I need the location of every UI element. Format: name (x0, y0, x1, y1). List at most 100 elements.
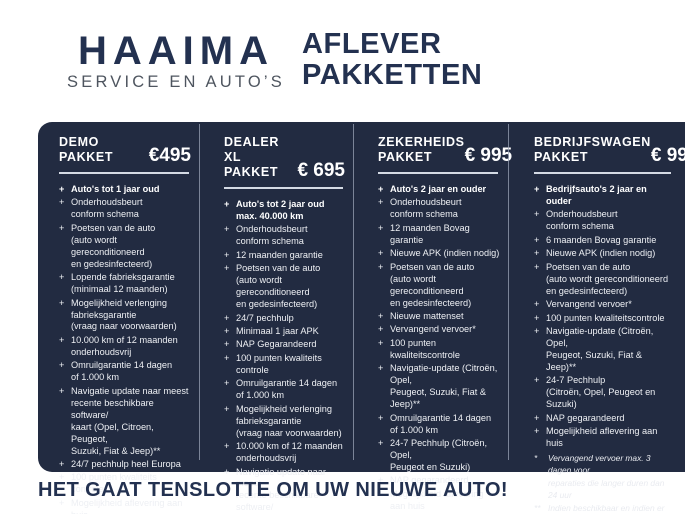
feature-text: Omruilgarantie 14 dagen of 1.000 km (390, 412, 492, 435)
plus-icon: + (59, 184, 65, 194)
feature-item: + Nieuwe APK (indien nodig) (378, 248, 500, 260)
feature-text: NAP Gegarandeerd (236, 339, 317, 350)
feature-item: + Mogelijkheid verlenging fabrieksgaranti… (59, 298, 191, 334)
feature-item: + NAP gegarandeerd (534, 413, 673, 425)
package-name: BEDRIJFSWAGEN PAKKET (534, 135, 651, 164)
feature-text: 24-7 Pechhulp (Citroën, Opel, Peugeot en… (546, 375, 656, 410)
feature-item: +100 punten kwaliteits controle (59, 472, 191, 496)
plus-icon: + (59, 222, 65, 233)
page-title-line2: PAKKETTEN (302, 59, 483, 92)
feature-text: Omruilgarantie 14 dagen of 1.000 km (236, 378, 338, 401)
feature-item: +100 punten kwaliteitscontrole (534, 313, 673, 325)
feature-item: + Auto's tot 1 jaar oud (59, 184, 191, 196)
plus-icon: + (378, 488, 384, 499)
feature-item: + Onderhoudsbeurt conform schema (224, 224, 345, 248)
plus-icon: + (224, 339, 230, 350)
plus-icon: + (378, 363, 384, 374)
feature-text: Minimaal 1 jaar APK (236, 326, 319, 337)
footnote-marker: ** (534, 502, 541, 513)
feature-item: + Auto's 2 jaar en ouder (378, 184, 500, 196)
plus-icon: + (59, 360, 65, 371)
column-divider (199, 124, 200, 460)
package-price: €495 (148, 145, 191, 166)
feature-text: Poetsen van de auto (auto wordt gerecond… (546, 261, 669, 296)
plus-icon: + (534, 261, 540, 272)
package-column-dealer-xl: DEALER XL PAKKET € 695 + Auto's tot 2 jaar … (199, 122, 353, 512)
feature-item: + Omruilgarantie 14 dagen of 1.000 km (224, 378, 345, 402)
feature-item: +10.000 km of 12 maanden onderhoudsvrij (59, 335, 191, 359)
feature-text: Vervangend vervoer* (390, 324, 476, 335)
feature-item: + Nieuwe APK (indien nodig) (534, 248, 673, 260)
feature-item: + Onderhoudsbeurt conform schema (534, 209, 673, 233)
brand-subtitle: SERVICE EN AUTO’S (67, 73, 285, 91)
feature-text: Onderhoudsbeurt conform schema (546, 209, 618, 232)
feature-list: + Auto's tot 2 jaar oud max. 40.000 km + On… (224, 199, 345, 514)
package-price: € 995 (650, 145, 685, 166)
package-column-bedrijfswagen: BEDRIJFSWAGEN PAKKET€ 995 + Bedrijfsauto's… (508, 122, 685, 513)
feature-list: + Auto's tot 1 jaar oud + Onderhoudsbeurt c… (59, 184, 191, 514)
feature-item: + Vervangend vervoer* (534, 299, 673, 311)
feature-item: + Nieuwe mattenset (378, 311, 500, 323)
package-column-zekerheids: ZEKERHEIDS PAKKET € 995 + Auto's 2 jaar en … (353, 122, 512, 511)
header-underline (534, 172, 671, 174)
plus-icon: + (59, 197, 65, 208)
feature-item: + Poetsen van de auto (auto wordt gerecon… (534, 262, 673, 298)
footnote-marker: * (534, 452, 538, 463)
feature-item: +24/7 pechhulp heel Europa (59, 459, 191, 471)
package-price: € 995 (464, 145, 513, 166)
feature-item: + Navigatie update naar meest recente bes… (59, 386, 191, 458)
feature-item: +12 maanden garantie (224, 250, 345, 262)
feature-item: + Bedrijfsauto's 2 jaar en ouder (534, 184, 673, 208)
feature-text: 6 maanden Bovag garantie (546, 234, 657, 245)
feature-item: + Mogelijkheid aflevering aan huis (534, 426, 673, 450)
footnote: ** Indien beschikbaar en indien er naviga… (534, 502, 673, 514)
package-name: ZEKERHEIDS PAKKET (378, 135, 465, 164)
plus-icon: + (59, 297, 65, 308)
plus-icon: + (224, 326, 230, 337)
plus-icon: + (378, 222, 384, 233)
package-header: BEDRIJFSWAGEN PAKKET€ 995 (534, 135, 685, 165)
feature-text: Lopende fabrieksgarantie (minimaal 12 ma… (71, 272, 175, 295)
feature-text: Mogelijkheid verlenging fabrieksgarantie… (71, 297, 177, 332)
plus-icon: + (534, 299, 540, 310)
plus-icon: + (378, 324, 384, 335)
header-underline (378, 172, 498, 174)
plus-icon: + (224, 312, 230, 323)
plus-icon: + (224, 466, 230, 477)
feature-text: Nieuwe mattenset (390, 311, 464, 322)
package-price: € 695 (297, 160, 345, 181)
plus-icon: + (378, 337, 384, 348)
plus-icon: + (59, 458, 65, 469)
feature-text: 12 maanden garantie (236, 249, 323, 260)
feature-text: Auto's 2 jaar en ouder (390, 184, 487, 194)
feature-item: + Mogelijkheid aflevering aan huis (59, 498, 191, 514)
plus-icon: + (534, 184, 540, 194)
plus-icon: + (534, 248, 540, 259)
plus-icon: + (224, 263, 230, 274)
feature-text: Nieuwe APK (indien nodig) (390, 248, 500, 259)
feature-item: +24-7 Pechhulp (Citroën, Opel, Peugeot e… (534, 375, 673, 411)
page-title-line1: AFLEVER (302, 28, 442, 60)
feature-text: 24/7 pechhulp (236, 312, 294, 323)
feature-text: Navigatie-update (Citroën, Opel, Peugeot… (390, 363, 498, 410)
feature-text: Mogelijkheid aflevering aan huis (390, 488, 484, 511)
plus-icon: + (224, 224, 230, 235)
plus-icon: + (59, 497, 65, 508)
plus-icon: + (59, 334, 65, 345)
feature-list: + Bedrijfsauto's 2 jaar en ouder + Onderhou… (534, 184, 673, 452)
footnote: * Vervangend vervoer max. 3 dagen voor re… (534, 452, 673, 502)
feature-item: + Omruilgarantie 14 dagen of 1.000 km (378, 413, 500, 437)
plus-icon: + (59, 472, 65, 483)
feature-item: +100 punten kwaliteits controle (224, 353, 345, 377)
plus-icon: + (224, 441, 230, 452)
column-divider (508, 124, 509, 460)
package-name: DEALER XL PAKKET (224, 135, 279, 179)
feature-item: + Mogelijkheid aflevering aan huis (378, 489, 500, 513)
header-underline (224, 187, 343, 189)
page-title: AFLEVER PAKKETTEN (302, 28, 483, 92)
feature-item: + Minimaal 1 jaar APK (224, 326, 345, 338)
feature-item: + NAP gegarandeerd (378, 475, 500, 487)
feature-text: Navigatie update naar meest recente besc… (71, 385, 189, 456)
feature-text: NAP gegarandeerd (390, 475, 469, 486)
feature-text: Navigatie update naar meest recente besc… (236, 466, 326, 513)
